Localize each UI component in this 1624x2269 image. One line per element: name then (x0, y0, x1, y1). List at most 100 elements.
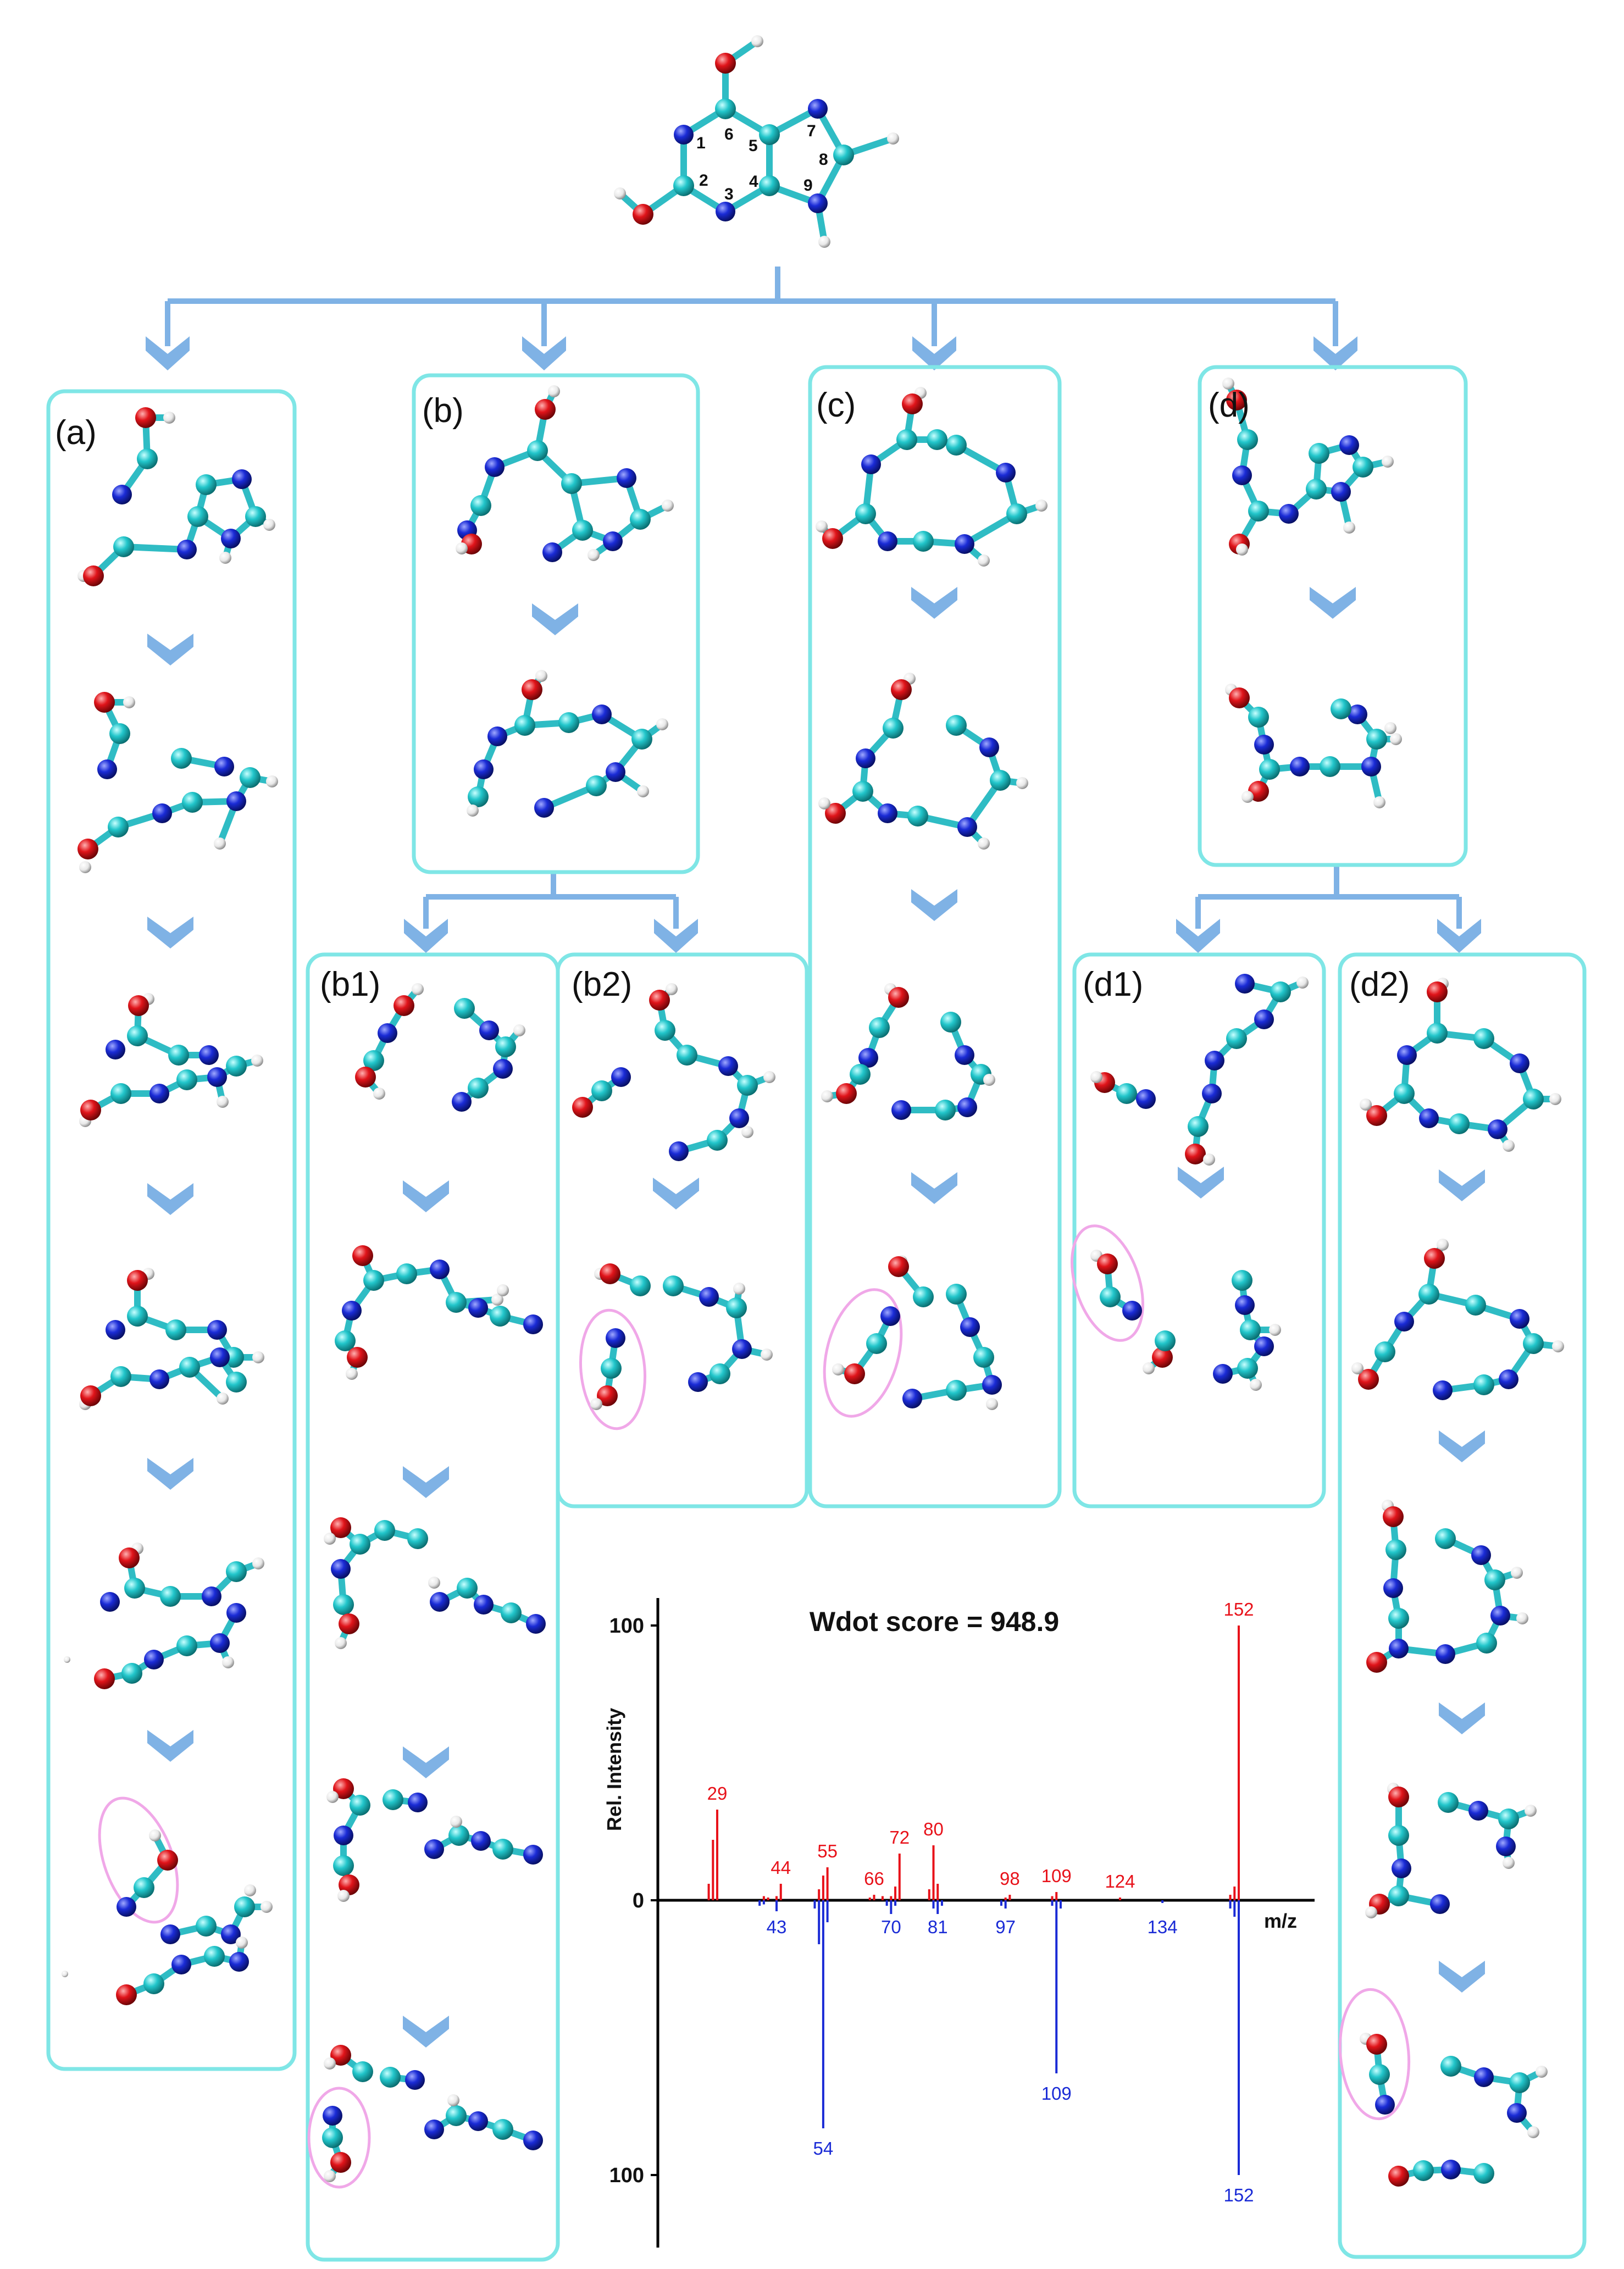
atom-H (326, 1791, 339, 1803)
atom-C (335, 1330, 356, 1351)
flow-arrowhead-d (1313, 336, 1357, 370)
molecule-structures (62, 35, 1564, 2187)
c-3-frag-2 (891, 1012, 995, 1120)
atom-O (1226, 390, 1247, 410)
atom-C (322, 2127, 343, 2148)
atom-C (591, 1080, 612, 1101)
peak-label-experimental-29: 29 (707, 1783, 728, 1804)
atom-C (630, 509, 651, 530)
atom-H (1390, 733, 1402, 745)
atom-C (946, 1380, 967, 1401)
atom-N (1254, 1009, 1274, 1029)
atom-H (986, 1398, 998, 1410)
atom-C (196, 474, 217, 495)
atom-H (123, 696, 135, 708)
atom-N (106, 1040, 125, 1059)
atom-C (127, 1306, 148, 1327)
flow-arrowhead-c (912, 336, 956, 370)
d-top-structure (1222, 378, 1394, 556)
step-chevron-14 (403, 2016, 449, 2048)
atom-H (816, 520, 828, 532)
atom-C (1418, 1284, 1439, 1305)
step-chevron-20 (1439, 1961, 1485, 1993)
atom-C (833, 145, 854, 165)
a4-frag-1 (127, 1268, 264, 1368)
flow-arrowhead-b (522, 336, 566, 370)
panel-d2-frame (1338, 952, 1587, 2259)
b1-1-frag-2 (452, 998, 525, 1112)
step-chevron-2 (147, 917, 193, 948)
a3-frag-1 (127, 993, 219, 1066)
atom-N (226, 1603, 246, 1623)
atom-H (260, 1901, 273, 1913)
panel-labels: (a) (b) (c) (d) (b1) (b2) (d1) (d2) (55, 386, 1410, 1003)
panel-label-c: (c) (816, 386, 856, 424)
atom-C (492, 2119, 513, 2140)
atom-C (1306, 479, 1327, 500)
atom-N (856, 748, 875, 768)
b2-1-frag-2 (649, 983, 775, 1161)
atom-N (149, 1084, 169, 1103)
atom-N (718, 1056, 738, 1076)
d1-2-frag-3 (1213, 1270, 1281, 1391)
atom-C (940, 1012, 961, 1033)
c-4-frag-1 (888, 1255, 934, 1307)
atom-C (1388, 1825, 1409, 1846)
a6-frag-1 (117, 1829, 178, 1917)
atom-C (226, 1056, 247, 1077)
atom-N (117, 1897, 136, 1917)
atom-N (979, 737, 999, 757)
panel-label-b: (b) (422, 392, 464, 430)
atom-N (982, 1375, 1002, 1395)
atom-H (1143, 1362, 1155, 1374)
atom-C (655, 1020, 675, 1041)
bond (120, 543, 190, 553)
panel-label-d: (d) (1208, 386, 1250, 424)
atom-N (97, 759, 117, 779)
atom-number-7: 7 (807, 122, 816, 140)
panel-d-frame (1198, 365, 1468, 867)
atom-H (214, 837, 226, 850)
stray-hydrogen-2 (62, 1971, 68, 1977)
atom-H (818, 797, 830, 809)
peak-label-experimental-44: 44 (771, 1857, 791, 1878)
atom-N (1471, 1545, 1491, 1565)
atom-C (1427, 1023, 1448, 1044)
atom-N (171, 1955, 191, 1974)
atom-C (187, 506, 208, 527)
atom-N (408, 1793, 428, 1812)
atom-H (373, 1088, 385, 1100)
atom-N (878, 531, 897, 551)
spectrum-bars (707, 1626, 1240, 2175)
atom-C (759, 124, 780, 145)
atom-C (631, 729, 652, 750)
atom-C (492, 1839, 513, 1860)
atom-H (1236, 543, 1248, 556)
atom-N (1232, 465, 1252, 485)
b2-2-frag-3 (663, 1275, 773, 1392)
atom-C (176, 1069, 197, 1090)
atom-number-2: 2 (699, 171, 708, 190)
panel-label-d1: (d1) (1083, 966, 1143, 1003)
atom-C (1226, 1028, 1247, 1049)
atom-O (633, 204, 653, 225)
step-chevron-3 (147, 1183, 193, 1215)
atom-N (100, 1592, 120, 1612)
atom-C (561, 473, 582, 494)
atom-N (229, 1952, 249, 1972)
c-4-frag-2 (832, 1306, 900, 1384)
atom-N (716, 202, 735, 221)
atom-C (737, 1075, 758, 1096)
atom-H (761, 1349, 773, 1361)
a4-frag-3 (79, 1347, 247, 1410)
atom-N (485, 457, 505, 477)
atom-N (617, 468, 636, 488)
highlight-ellipse-3 (823, 1288, 903, 1418)
atom-C (121, 1663, 142, 1684)
atom-C (1353, 457, 1373, 478)
atom-C (457, 1578, 478, 1599)
atom-N (880, 1306, 900, 1326)
atom-C (226, 1372, 247, 1393)
peak-label-predicted-70: 70 (881, 1917, 901, 1937)
atom-C (1320, 756, 1340, 777)
